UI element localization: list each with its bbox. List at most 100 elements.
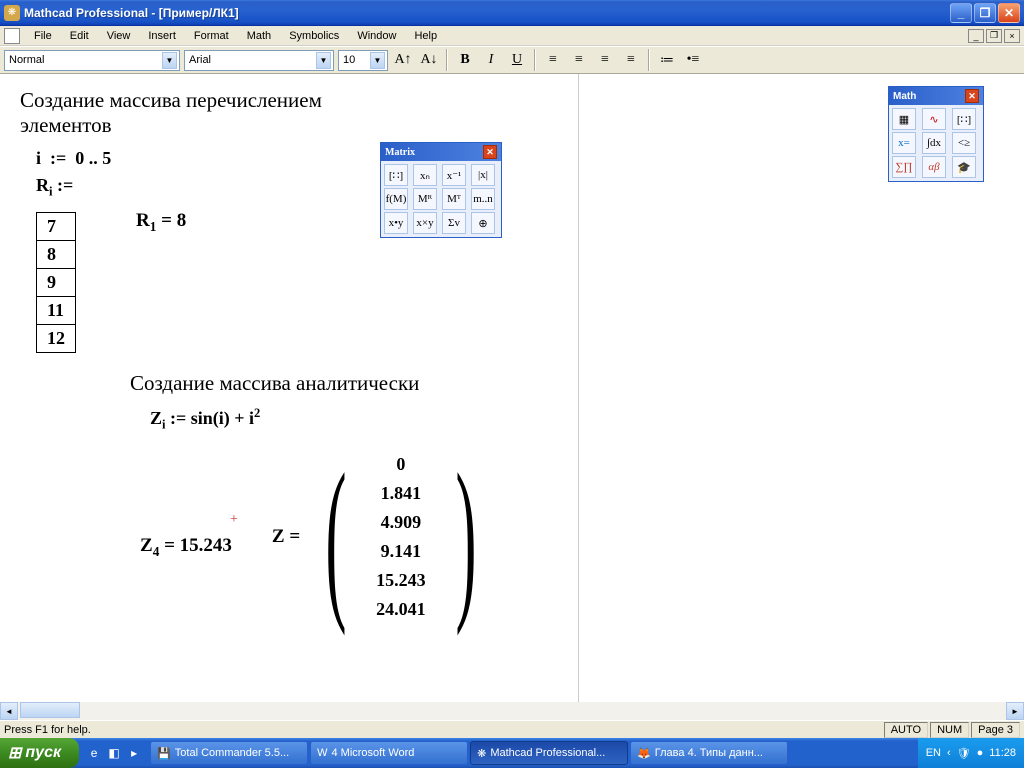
task-label: 4 Microsoft Word: [331, 747, 414, 759]
document-pane[interactable]: Создание массива перечислением элементов…: [0, 74, 579, 720]
italic-button[interactable]: I: [480, 49, 502, 71]
task-icon: 💾: [157, 747, 171, 760]
matrix-btn[interactable]: x×y: [413, 212, 437, 234]
align-center[interactable]: ≡: [568, 49, 590, 71]
scroll-thumb[interactable]: [20, 702, 80, 718]
numbering-button[interactable]: •≡: [682, 49, 704, 71]
start-label: пуск: [25, 744, 61, 762]
document[interactable]: Создание массива перечислением элементов…: [0, 74, 578, 720]
font-combo[interactable]: Arial ▼: [184, 50, 334, 71]
chevron-down-icon[interactable]: ▼: [316, 52, 331, 69]
chevron-down-icon[interactable]: ▼: [370, 52, 385, 69]
task-button[interactable]: W 4 Microsoft Word: [310, 741, 468, 765]
mdi-controls: _ ❐ ×: [968, 29, 1020, 43]
math-palette[interactable]: Math ✕ ▦ ∿ [∷] x= ∫dx <≥ ∑∏ αβ 🎓: [888, 86, 984, 182]
menu-symbolics[interactable]: Symbolics: [281, 28, 347, 44]
bullets-button[interactable]: ≔: [656, 49, 678, 71]
vec-cell: 9.141: [381, 541, 422, 562]
systray[interactable]: EN ‹ 🛡 ● 11:28: [918, 738, 1024, 768]
palette-close-icon[interactable]: ✕: [483, 145, 497, 159]
matrix-btn[interactable]: x⁻¹: [442, 164, 466, 186]
size-down[interactable]: A↓: [418, 49, 440, 71]
matrix-btn[interactable]: [∷]: [384, 164, 408, 186]
palette-close-icon[interactable]: ✕: [965, 89, 979, 103]
z-label: Z =: [272, 526, 300, 548]
chevron-down-icon[interactable]: ▼: [162, 52, 177, 69]
underline-button[interactable]: U: [506, 49, 528, 71]
lang-indicator[interactable]: EN: [926, 747, 941, 759]
task-button[interactable]: 🦊Глава 4. Типы данн...: [630, 741, 788, 765]
task-button[interactable]: 💾Total Commander 5.5...: [150, 741, 308, 765]
tray-icon[interactable]: ‹: [947, 747, 951, 759]
z-eval: Z4 = 15.243: [140, 535, 232, 560]
mdi-close[interactable]: ×: [1004, 29, 1020, 43]
align-right[interactable]: ≡: [594, 49, 616, 71]
style-combo[interactable]: Normal ▼: [4, 50, 180, 71]
tray-icon[interactable]: 🛡: [957, 747, 971, 760]
r-values-table: 7 8 9 11 12: [36, 212, 76, 353]
math-btn[interactable]: 🎓: [952, 156, 976, 178]
menu-window[interactable]: Window: [349, 28, 404, 44]
menu-view[interactable]: View: [99, 28, 139, 44]
scroll-track[interactable]: [18, 702, 1006, 720]
task-label: Глава 4. Типы данн...: [655, 747, 763, 759]
matrix-btn[interactable]: Mᵀ: [442, 188, 466, 210]
math-btn[interactable]: x=: [892, 132, 916, 154]
close-button[interactable]: ✕: [998, 3, 1020, 23]
menu-math[interactable]: Math: [239, 28, 279, 44]
matrix-btn[interactable]: x•y: [384, 212, 408, 234]
minimize-button[interactable]: _: [950, 3, 972, 23]
menu-file[interactable]: File: [26, 28, 60, 44]
ql-media-icon[interactable]: ▸: [125, 743, 143, 763]
menu-help[interactable]: Help: [406, 28, 445, 44]
clock[interactable]: 11:28: [989, 747, 1016, 759]
ql-desktop-icon[interactable]: ◧: [105, 743, 123, 763]
window-controls: _ ❐ ✕: [950, 3, 1020, 23]
matrix-palette[interactable]: Matrix ✕ [∷] xₙ x⁻¹ |x| f(M) Mᴿ Mᵀ m..n …: [380, 142, 502, 238]
menubar: File Edit View Insert Format Math Symbol…: [0, 26, 1024, 46]
task-label: Mathcad Professional...: [490, 747, 605, 759]
matrix-btn[interactable]: ⊕: [471, 212, 495, 234]
matrix-btn[interactable]: f(M): [384, 188, 408, 210]
task-button[interactable]: ❋Mathcad Professional...: [470, 741, 628, 765]
menu-format[interactable]: Format: [186, 28, 237, 44]
size-value: 10: [343, 54, 355, 66]
math-btn[interactable]: [∷]: [952, 108, 976, 130]
scroll-left-button[interactable]: ◄: [0, 702, 18, 720]
mdi-icon[interactable]: [4, 28, 20, 44]
task-icon: W: [317, 747, 327, 759]
math-btn[interactable]: <≥: [952, 132, 976, 154]
math-btn[interactable]: ∿: [922, 108, 946, 130]
menu-edit[interactable]: Edit: [62, 28, 97, 44]
palette-header[interactable]: Matrix ✕: [381, 143, 501, 161]
table-cell: 11: [37, 296, 76, 324]
math-btn[interactable]: ∑∏: [892, 156, 916, 178]
size-up[interactable]: A↑: [392, 49, 414, 71]
scrollbar-horizontal[interactable]: ◄ ►: [0, 702, 1024, 720]
menu-insert[interactable]: Insert: [140, 28, 184, 44]
matrix-btn[interactable]: |x|: [471, 164, 495, 186]
status-page: Page 3: [971, 722, 1020, 738]
math-btn[interactable]: ∫dx: [922, 132, 946, 154]
mdi-minimize[interactable]: _: [968, 29, 984, 43]
separator: [446, 49, 448, 71]
start-button[interactable]: ⊞ пуск: [0, 738, 79, 768]
bold-button[interactable]: B: [454, 49, 476, 71]
mdi-restore[interactable]: ❐: [986, 29, 1002, 43]
maximize-button[interactable]: ❐: [974, 3, 996, 23]
align-justify[interactable]: ≡: [620, 49, 642, 71]
matrix-btn[interactable]: xₙ: [413, 164, 437, 186]
align-left[interactable]: ≡: [542, 49, 564, 71]
size-combo[interactable]: 10 ▼: [338, 50, 388, 71]
matrix-btn[interactable]: Mᴿ: [413, 188, 437, 210]
math-btn[interactable]: ▦: [892, 108, 916, 130]
z-formula: Zi := sin(i) + i2: [150, 406, 558, 433]
math-btn[interactable]: αβ: [922, 156, 946, 178]
matrix-btn[interactable]: m..n: [471, 188, 495, 210]
ql-ie-icon[interactable]: e: [85, 743, 103, 763]
matrix-btn[interactable]: Σv: [442, 212, 466, 234]
scroll-right-button[interactable]: ►: [1006, 702, 1024, 720]
tray-icon[interactable]: ●: [977, 747, 984, 759]
insert-cursor[interactable]: +: [230, 512, 238, 528]
palette-header[interactable]: Math ✕: [889, 87, 983, 105]
